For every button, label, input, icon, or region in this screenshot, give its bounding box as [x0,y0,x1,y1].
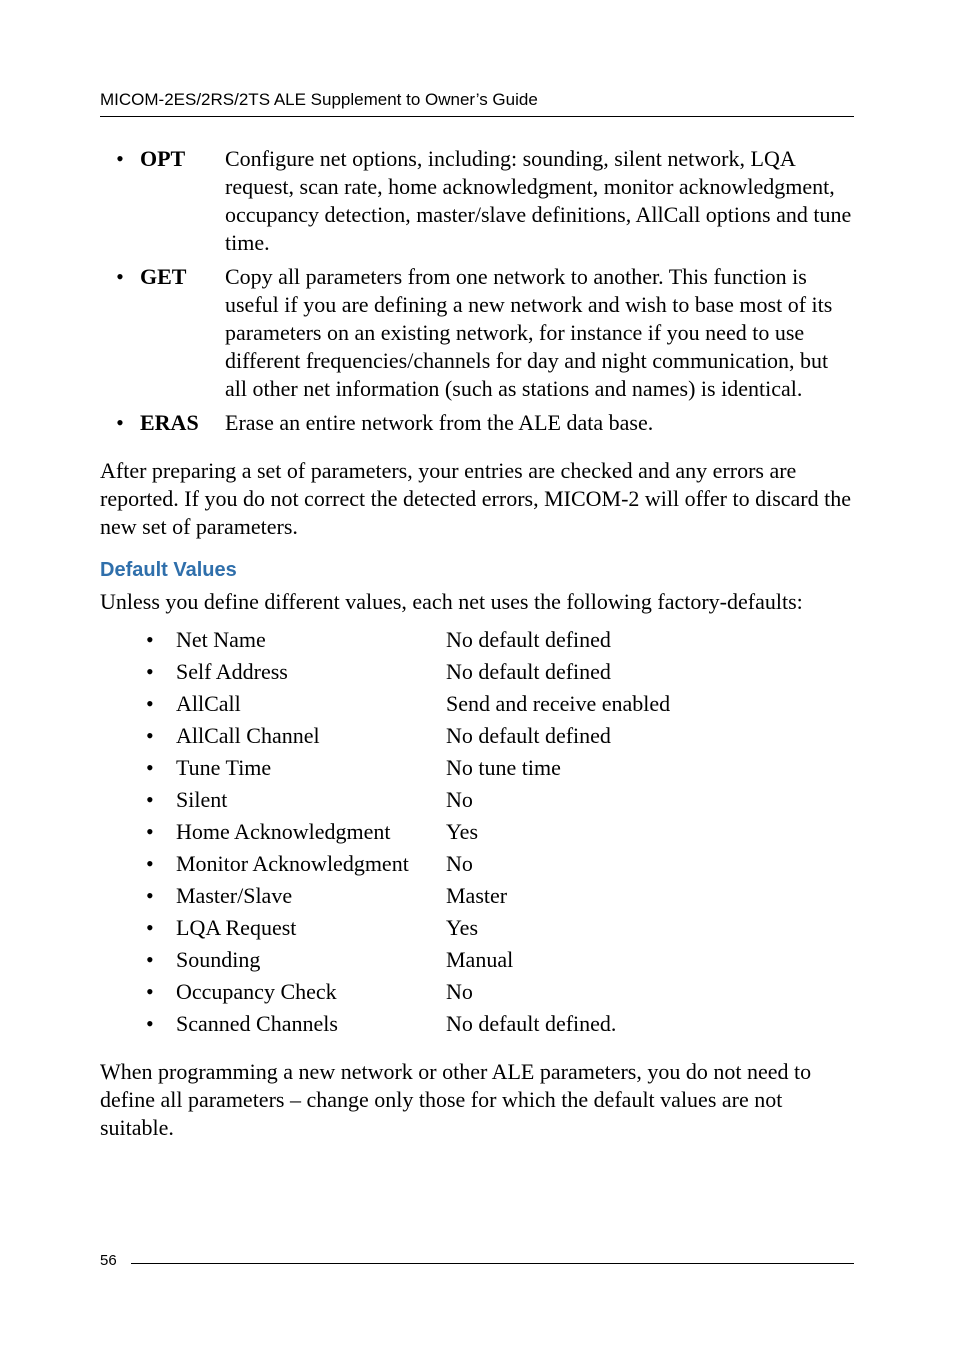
default-row: • Scanned Channels No default defined. [140,1008,854,1040]
default-value: No default defined. [446,1008,854,1040]
default-row: • AllCall Channel No default defined [140,720,854,752]
default-row: • Monitor Acknowledgment No [140,848,854,880]
page-footer: 56 [100,1252,854,1269]
option-term-list: • OPT Configure net options, including: … [100,145,854,437]
default-name: Net Name [176,624,446,656]
default-name: Self Address [176,656,446,688]
default-row: • Home Acknowledgment Yes [140,816,854,848]
default-value: No default defined [446,656,854,688]
bullet-icon: • [140,816,176,848]
option-row-eras: • ERAS Erase an entire network from the … [100,409,854,437]
default-value: No default defined [446,720,854,752]
option-description: Erase an entire network from the ALE dat… [225,409,854,437]
default-value: Manual [446,944,854,976]
default-name: Silent [176,784,446,816]
default-value: No [446,784,854,816]
default-value: Send and receive enabled [446,688,854,720]
bullet-icon: • [140,656,176,688]
default-row: • Sounding Manual [140,944,854,976]
default-name: Home Acknowledgment [176,816,446,848]
default-value: Yes [446,912,854,944]
default-row: • Silent No [140,784,854,816]
option-label: ERAS [140,409,225,437]
bullet-icon: • [100,145,140,173]
bullet-icon: • [100,263,140,291]
bullet-icon: • [140,976,176,1008]
default-row: • LQA Request Yes [140,912,854,944]
bullet-icon: • [140,784,176,816]
option-row-opt: • OPT Configure net options, including: … [100,145,854,257]
default-name: AllCall [176,688,446,720]
paragraph-after-options: After preparing a set of parameters, you… [100,457,854,541]
bullet-icon: • [100,409,140,437]
default-name: Master/Slave [176,880,446,912]
bullet-icon: • [140,944,176,976]
paragraph-closing: When programming a new network or other … [100,1058,854,1142]
option-row-get: • GET Copy all parameters from one netwo… [100,263,854,403]
bullet-icon: • [140,848,176,880]
default-value: No tune time [446,752,854,784]
default-row: • Occupancy Check No [140,976,854,1008]
default-name: Tune Time [176,752,446,784]
option-description: Configure net options, including: soundi… [225,145,854,257]
default-name: Sounding [176,944,446,976]
option-label: GET [140,263,225,291]
default-row: • Tune Time No tune time [140,752,854,784]
bullet-icon: • [140,912,176,944]
footer-rule [131,1263,854,1264]
default-row: • Master/Slave Master [140,880,854,912]
default-name: LQA Request [176,912,446,944]
paragraph-defaults-intro: Unless you define different values, each… [100,588,854,616]
bullet-icon: • [140,752,176,784]
bullet-icon: • [140,624,176,656]
default-name: AllCall Channel [176,720,446,752]
page-number: 56 [100,1252,131,1269]
bullet-icon: • [140,1008,176,1040]
page-header: MICOM-2ES/2RS/2TS ALE Supplement to Owne… [100,90,854,117]
option-description: Copy all parameters from one network to … [225,263,854,403]
default-row: • Net Name No default defined [140,624,854,656]
heading-default-values: Default Values [100,559,854,582]
default-value: No default defined [446,624,854,656]
option-label: OPT [140,145,225,173]
default-name: Scanned Channels [176,1008,446,1040]
bullet-icon: • [140,688,176,720]
default-value: No [446,848,854,880]
bullet-icon: • [140,880,176,912]
default-value: Yes [446,816,854,848]
defaults-table: • Net Name No default defined • Self Add… [140,624,854,1040]
default-row: • AllCall Send and receive enabled [140,688,854,720]
default-name: Occupancy Check [176,976,446,1008]
default-row: • Self Address No default defined [140,656,854,688]
default-name: Monitor Acknowledgment [176,848,446,880]
default-value: No [446,976,854,1008]
default-value: Master [446,880,854,912]
bullet-icon: • [140,720,176,752]
